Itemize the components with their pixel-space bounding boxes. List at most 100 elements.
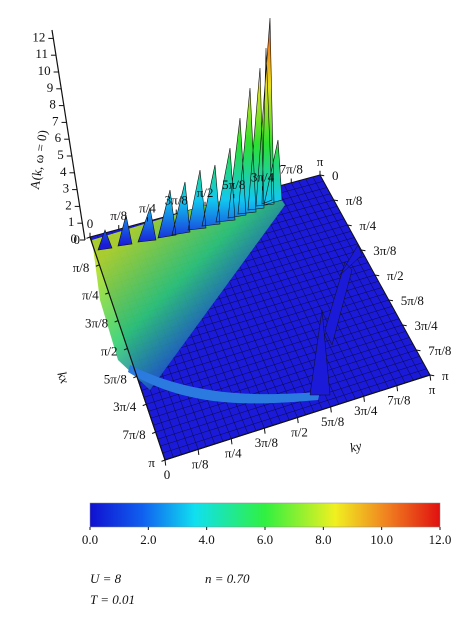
colorbar-tick-label: 4.0 [199,532,215,547]
mesh-line [276,186,381,392]
z-tick-label: 2 [65,197,72,212]
xticks-tick [402,324,407,327]
z-tick-label: 0 [71,231,78,246]
xticks-label: π/2 [101,343,118,358]
xticks-label: 7π/8 [122,427,145,442]
xticks-label: 7π/8 [428,343,451,358]
xticks-label: π/8 [73,260,90,275]
yticks-label: π/2 [197,185,214,200]
mesh-line [305,178,414,381]
yticks-tick [230,438,233,445]
colorbar-tick-label: 8.0 [315,532,331,547]
yticks-tick [330,406,332,413]
mesh-line [283,184,389,389]
yticks-tick [297,417,299,424]
z-tick-label: 6 [55,130,62,145]
xticks-tick [86,236,91,239]
yticks-label: 3π/4 [354,403,378,418]
z-tick-label: 11 [35,46,48,61]
xticks-label: 0 [332,168,339,183]
z-tick-label: 12 [32,29,45,44]
xticks-tick [114,320,119,323]
xticks-label: 3π/4 [415,318,439,333]
xticks-label: π/2 [387,268,404,283]
mesh-line [155,349,417,433]
yticks-label: π [429,382,436,397]
xticks-label: 3π/4 [113,399,137,414]
xticks-tick [416,349,421,352]
xticks-label: π [442,368,449,383]
z-tick-label: 9 [47,80,54,95]
y-axis-label: ky [348,438,363,456]
yticks-label: π/4 [225,446,242,461]
mesh-line [312,176,422,378]
z-axis [51,29,86,241]
mesh-line [162,368,427,454]
colorbar [89,502,441,528]
yticks-label: π/2 [291,424,308,439]
xticks-label: π/8 [346,193,363,208]
z-tick-label: 8 [49,97,56,112]
yticks-tick [263,428,266,434]
xticks-tick [388,299,394,302]
yticks-label: 7π/8 [280,162,303,177]
xticks-tick [142,403,147,407]
z-tick-label: 7 [52,113,59,128]
yticks-label: 5π/8 [321,414,344,429]
yticks-tick [429,374,432,381]
yticks-tick [396,385,399,392]
yticks-label: π [317,154,324,169]
yticks-label: 7π/8 [387,393,410,408]
xticks-label: 0 [74,232,81,247]
yticks-label: 0 [164,467,171,482]
xticks-tick [429,374,435,377]
xticks-tick [319,174,325,177]
mesh-line [160,362,424,447]
colorbar-tick-label: 10.0 [370,532,393,547]
xticks-label: π/4 [82,288,99,303]
z-tick-label: 1 [68,214,75,229]
mesh-line [139,306,393,384]
xticks-label: π/4 [360,218,377,233]
yticks-tick [164,459,167,466]
yticks-label: 3π/4 [251,169,275,184]
colorbar-tick-label: 12.0 [429,532,452,547]
xticks-tick [105,292,109,295]
surface-peak [309,244,363,396]
xticks-tick [95,264,100,267]
yticks-tick [197,449,200,456]
yticks-label: π/4 [139,200,156,215]
mesh-line [141,312,396,391]
xticks-tick [151,431,156,434]
x-axis-label: kx [54,369,72,385]
xticks-tick [361,249,366,252]
xticks-tick [161,459,166,462]
xticks-label: 5π/8 [401,293,424,308]
xticks-tick [374,274,380,277]
z-tick-label: 5 [57,147,64,162]
xticks-label: π [148,455,155,470]
colorbar-tick-label: 0.0 [82,532,98,547]
mesh-line [298,180,406,384]
z-tick-label: 10 [38,63,51,78]
yticks-label: π/8 [110,208,127,223]
xticks-tick [347,224,352,227]
yticks-label: 0 [87,216,94,231]
yticks-label: 3π/8 [255,435,278,450]
mesh-line [136,299,389,377]
mesh-line [255,192,356,400]
mesh-line [153,343,413,426]
mesh-line [134,293,386,370]
yticks-label: 5π/8 [222,177,245,192]
z-tick-label: 4 [60,164,67,179]
xticks-tick [333,199,339,202]
xticks-label: 3π/8 [373,243,396,258]
xticks-label: 5π/8 [104,371,127,386]
xticks-label: 3π/8 [85,316,108,331]
yticks-tick [363,396,365,402]
yticks-label: 3π/8 [165,193,188,208]
mesh-line [150,337,410,419]
surface-spikes [97,17,283,251]
annotation: T = 0.01 [90,592,135,607]
